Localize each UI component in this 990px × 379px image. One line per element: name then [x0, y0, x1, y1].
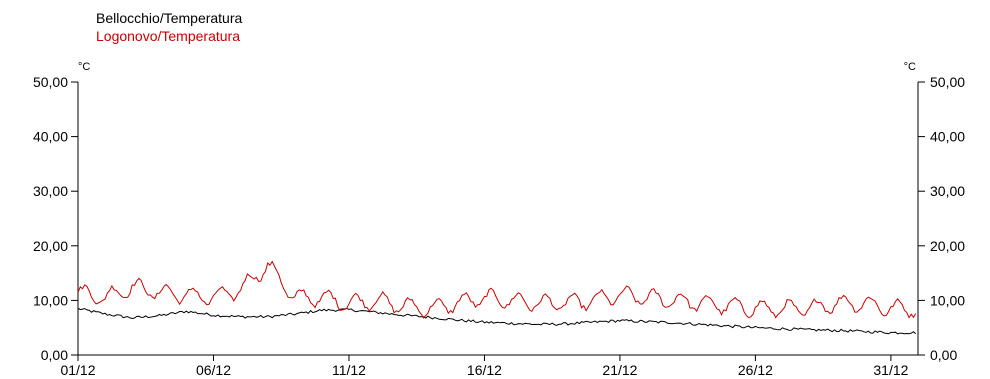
y-tick-label-right: 10,00 — [930, 292, 965, 308]
y-tick-label-right: 50,00 — [930, 74, 965, 90]
y-tick-label-left: 50,00 — [33, 74, 68, 90]
x-tick-label: 11/12 — [332, 362, 366, 378]
y-tick-label-right: 40,00 — [930, 129, 965, 145]
x-tick-label: 21/12 — [602, 362, 637, 378]
y-tick-label-left: 40,00 — [33, 129, 68, 145]
series-line-logonovo — [77, 260, 917, 319]
x-tick-label: 16/12 — [467, 362, 502, 378]
y-tick-label-right: 20,00 — [930, 238, 965, 254]
series-line-bellocchio — [77, 307, 917, 335]
y-axis-unit-left: °C — [78, 61, 90, 73]
x-tick-label: 01/12 — [60, 362, 95, 378]
x-tick-label: 31/12 — [873, 362, 908, 378]
y-tick-label-left: 20,00 — [33, 238, 68, 254]
y-tick-label-left: 30,00 — [33, 183, 68, 199]
y-tick-label-right: 30,00 — [930, 183, 965, 199]
x-tick-label: 06/12 — [196, 362, 231, 378]
y-tick-label-left: 0,00 — [41, 347, 68, 363]
legend-entry-logonovo: Logonovo/Temperatura — [96, 28, 240, 44]
x-tick-label: 26/12 — [738, 362, 773, 378]
legend-entry-bellocchio: Bellocchio/Temperatura — [96, 10, 243, 26]
y-axis-unit-right: °C — [904, 61, 916, 73]
y-tick-label-right: 0,00 — [930, 347, 957, 363]
y-tick-label-left: 10,00 — [33, 292, 68, 308]
